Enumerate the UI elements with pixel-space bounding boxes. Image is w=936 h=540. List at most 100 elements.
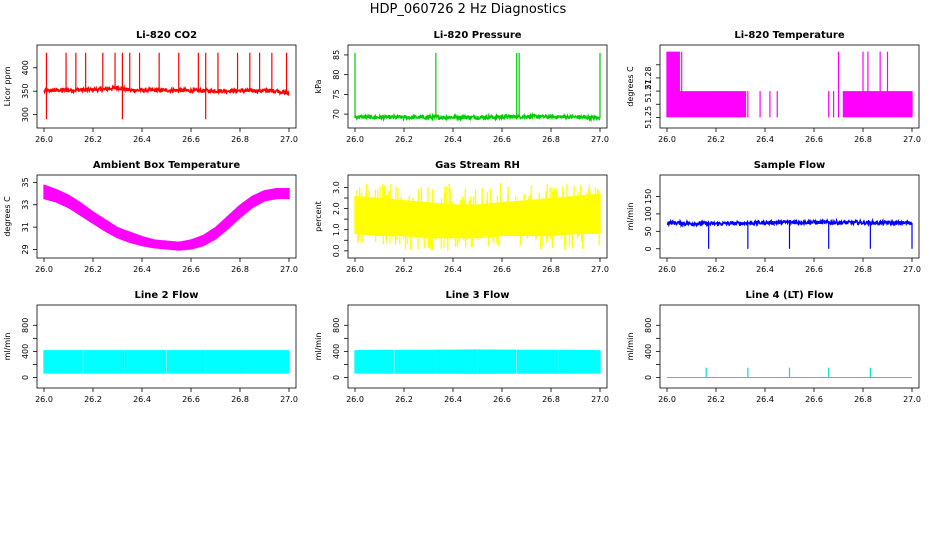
- y-tick-label: 80: [332, 70, 341, 80]
- x-tick-label: 26.0: [658, 135, 676, 144]
- y-axis-label: ml/min: [314, 333, 323, 361]
- x-tick-label: 26.6: [805, 265, 823, 274]
- chart-title: Sample Flow: [754, 160, 826, 171]
- x-tick-label: 26.8: [231, 265, 249, 274]
- y-axis-label: ml/min: [626, 203, 635, 231]
- plot-frame: [36, 44, 297, 129]
- y-tick-label: 33: [21, 200, 30, 210]
- chart-title: Line 2 Flow: [135, 290, 199, 301]
- x-tick-label: 27.0: [903, 395, 921, 404]
- series-line: [354, 112, 601, 123]
- x-tick-label: 26.4: [133, 135, 151, 144]
- plot-frame: [347, 304, 608, 389]
- x-tick-label: 26.2: [707, 395, 725, 404]
- y-tick-label: 29: [21, 244, 30, 254]
- y-tick-label: 400: [21, 60, 30, 75]
- plot-frame: [347, 44, 608, 129]
- x-tick-label: 26.2: [395, 395, 413, 404]
- series-li820temp: [666, 51, 913, 118]
- x-tick-label: 26.8: [542, 395, 560, 404]
- y-axis-label: degrees C: [3, 196, 12, 237]
- x-tick-label: 26.8: [854, 265, 872, 274]
- y-tick-label: 75: [332, 89, 341, 99]
- chart-panel-line2: Line 2 Flow ml/min 26.0 26.2 26.4 26.6 26.8 27.…: [3, 290, 298, 404]
- x-tick-label: 26.2: [707, 135, 725, 144]
- y-tick-label: 100: [644, 206, 653, 221]
- x-tick-label: 26.0: [658, 265, 676, 274]
- y-tick-label: 35: [21, 177, 30, 187]
- y-axis-label: Licor ppm: [3, 66, 12, 106]
- chart-title: Li-820 Pressure: [433, 30, 521, 41]
- y-tick-label: 400: [644, 344, 653, 359]
- x-tick-label: 26.6: [805, 395, 823, 404]
- series-co2: [43, 52, 290, 120]
- series-band: [43, 184, 290, 251]
- chart-title: Li-820 Temperature: [734, 30, 844, 41]
- plot-frame: [347, 174, 608, 259]
- chart-title: Ambient Box Temperature: [93, 160, 240, 171]
- x-tick-label: 26.2: [395, 265, 413, 274]
- plot-frame: [36, 304, 297, 389]
- series-band: [354, 183, 601, 251]
- y-tick-label: 800: [644, 318, 653, 333]
- x-tick-label: 26.4: [444, 135, 462, 144]
- y-tick-label: 85: [332, 50, 341, 60]
- x-tick-label: 27.0: [903, 135, 921, 144]
- x-tick-label: 26.2: [84, 395, 102, 404]
- y-tick-label: 400: [332, 344, 341, 359]
- y-tick-label: 0: [332, 375, 341, 380]
- x-tick-label: 26.4: [756, 135, 774, 144]
- x-tick-label: 26.0: [35, 135, 53, 144]
- series-line4: [667, 367, 912, 378]
- chart-panel-li820temp: Li-820 Temperature degrees C 26.0 26.2 26.4 2…: [626, 30, 921, 144]
- x-tick-label: 26.8: [542, 135, 560, 144]
- y-tick-label: 800: [21, 318, 30, 333]
- x-tick-label: 27.0: [280, 135, 298, 144]
- plot-frame: [659, 44, 920, 129]
- series-step: [666, 51, 913, 118]
- chart-panel-sampleflow: Sample Flow ml/min 26.0 26.2 26.4 26.6 26.8 27.…: [626, 160, 921, 274]
- y-axis-label: degrees C: [626, 66, 635, 107]
- y-tick-label: 0: [644, 375, 653, 380]
- x-tick-label: 27.0: [591, 395, 609, 404]
- x-tick-label: 26.0: [346, 265, 364, 274]
- chart-title: Line 3 Flow: [446, 290, 510, 301]
- chart-panel-co2: Li-820 CO2 Licor ppm 26.0 26.2 26.4 26.6 26.8 2…: [3, 30, 298, 144]
- x-tick-label: 26.0: [658, 395, 676, 404]
- series-pressure: [354, 52, 601, 123]
- x-tick-label: 26.8: [231, 135, 249, 144]
- series-line: [43, 84, 290, 97]
- x-tick-label: 26.8: [854, 395, 872, 404]
- x-tick-label: 27.0: [280, 395, 298, 404]
- y-tick-label: 51.28: [644, 66, 653, 89]
- x-tick-label: 26.6: [182, 265, 200, 274]
- x-tick-label: 26.8: [854, 135, 872, 144]
- x-tick-label: 26.4: [444, 265, 462, 274]
- x-tick-label: 26.4: [756, 265, 774, 274]
- series-rh: [354, 183, 601, 251]
- x-tick-label: 26.6: [182, 135, 200, 144]
- y-tick-label: 51.25: [644, 106, 653, 129]
- y-axis-label: percent: [314, 201, 323, 232]
- x-tick-label: 26.4: [756, 395, 774, 404]
- y-tick-label: 0: [644, 246, 653, 251]
- y-tick-label: 3.0: [332, 181, 341, 194]
- y-tick-label: 70: [332, 109, 341, 119]
- series-band: [354, 349, 601, 374]
- x-tick-label: 26.6: [493, 265, 511, 274]
- x-tick-label: 26.0: [35, 265, 53, 274]
- x-tick-label: 27.0: [591, 265, 609, 274]
- x-tick-label: 26.6: [805, 135, 823, 144]
- x-tick-label: 26.8: [542, 265, 560, 274]
- x-tick-label: 26.2: [84, 265, 102, 274]
- chart-panel-line4: Line 4 (LT) Flow ml/min 26.0 26.2 26.4 26.6 26…: [626, 290, 921, 404]
- y-tick-label: 2.0: [332, 202, 341, 215]
- y-tick-label: 300: [21, 107, 30, 122]
- y-tick-label: 0: [21, 375, 30, 380]
- x-tick-label: 26.4: [133, 265, 151, 274]
- x-tick-label: 26.4: [133, 395, 151, 404]
- y-tick-label: 0.0: [332, 244, 341, 257]
- x-tick-label: 26.2: [395, 135, 413, 144]
- chart-title: Li-820 CO2: [136, 30, 197, 41]
